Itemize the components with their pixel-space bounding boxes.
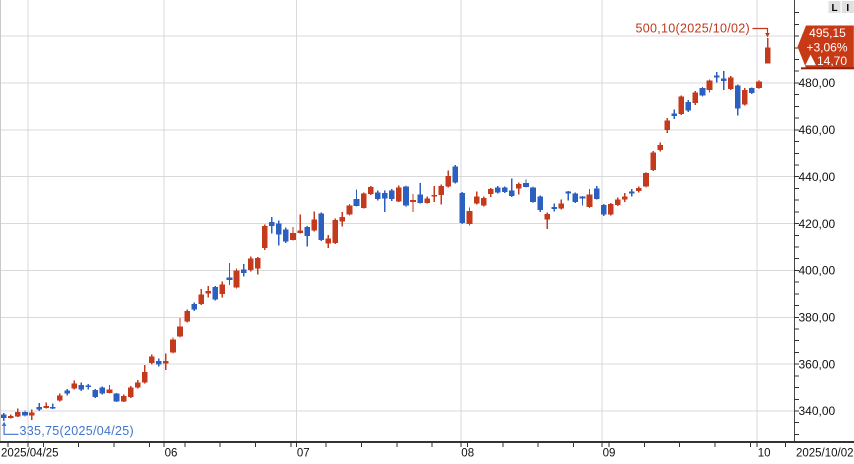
svg-text:2025/04/25: 2025/04/25 — [1, 448, 59, 460]
svg-text:340,00: 340,00 — [799, 404, 836, 418]
svg-text:480,00: 480,00 — [799, 76, 836, 90]
svg-text:380,00: 380,00 — [799, 311, 836, 325]
svg-text:14,70: 14,70 — [817, 54, 847, 68]
svg-text:360,00: 360,00 — [799, 357, 836, 371]
svg-text:10: 10 — [758, 448, 771, 460]
svg-text:06: 06 — [165, 448, 178, 460]
svg-text:500,10(2025/10/02): 500,10(2025/10/02) — [635, 22, 750, 36]
svg-text:07: 07 — [297, 448, 310, 460]
svg-text:460,00: 460,00 — [799, 123, 836, 137]
svg-text:08: 08 — [461, 448, 474, 460]
svg-text:+3,06%: +3,06% — [806, 40, 847, 54]
svg-text:L: L — [831, 3, 837, 14]
svg-text:495,15: 495,15 — [809, 26, 846, 40]
svg-text:420,00: 420,00 — [799, 217, 836, 231]
svg-text:400,00: 400,00 — [799, 264, 836, 278]
svg-text:440,00: 440,00 — [799, 170, 836, 184]
svg-text:09: 09 — [603, 448, 616, 460]
svg-text:335,75(2025/04/25): 335,75(2025/04/25) — [20, 424, 135, 438]
svg-text:I: I — [846, 3, 849, 14]
svg-text:2025/10/02: 2025/10/02 — [796, 448, 854, 460]
